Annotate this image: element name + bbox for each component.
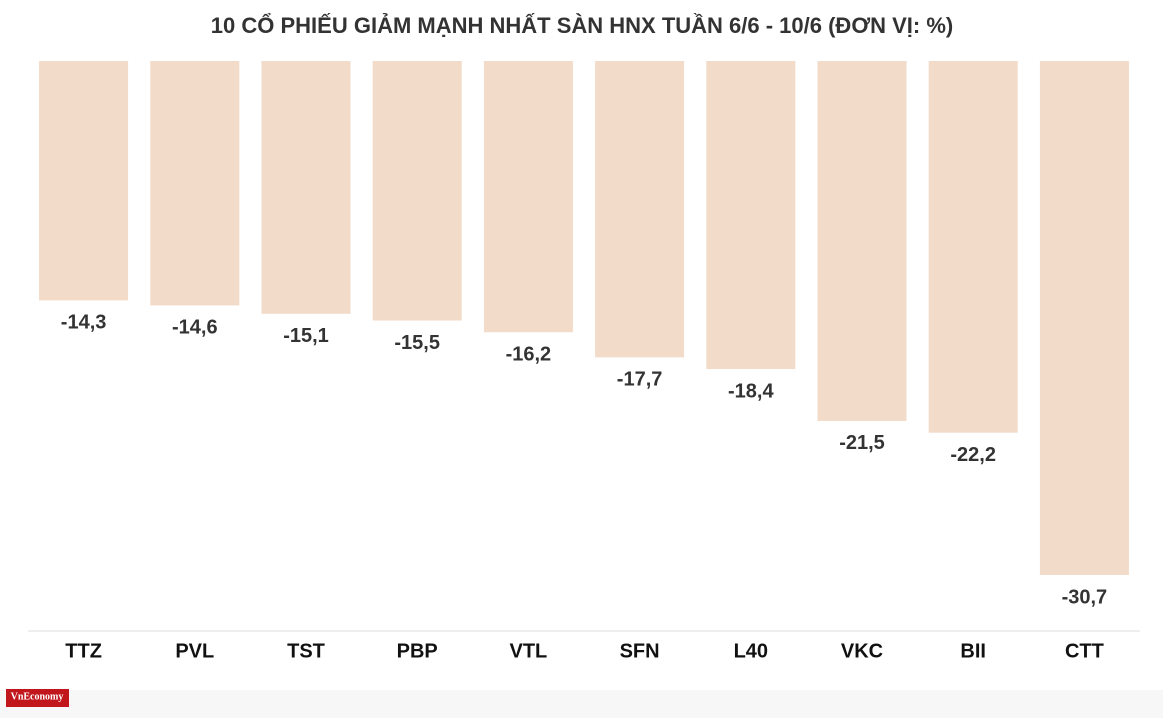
value-label: -15,5 (394, 332, 440, 354)
value-label: -14,3 (61, 312, 107, 334)
x-tick-label: VKC (841, 640, 883, 662)
x-tick-label: TST (287, 640, 325, 662)
bar (483, 61, 573, 333)
value-label: -21,5 (839, 432, 885, 454)
x-tick-label: BII (960, 640, 986, 662)
x-tick-label: PVL (175, 640, 214, 662)
bar (150, 61, 240, 306)
bar (1039, 61, 1129, 575)
x-tick-label: L40 (734, 640, 768, 662)
value-label: -16,2 (506, 344, 552, 366)
logo-box (6, 689, 69, 707)
chart-title: 10 CỔ PHIẾU GIẢM MẠNH NHẤT SÀN HNX TUẦN … (211, 13, 953, 38)
x-tick-label: TTZ (65, 640, 102, 662)
value-label: -18,4 (728, 380, 774, 402)
x-tick-label: SFN (620, 640, 660, 662)
x-tick-label: VTL (510, 640, 548, 662)
bar (706, 61, 796, 370)
bar (928, 61, 1018, 433)
bar (595, 61, 685, 358)
footer-band (0, 690, 1163, 718)
bar (261, 61, 351, 314)
value-label: -17,7 (617, 369, 663, 391)
value-label: -22,2 (950, 444, 996, 466)
value-label: -30,7 (1062, 586, 1108, 608)
bar (372, 61, 462, 321)
value-label: -14,6 (172, 317, 218, 339)
x-tick-label: CTT (1065, 640, 1104, 662)
bar (39, 61, 129, 301)
x-tick-label: PBP (397, 640, 438, 662)
bar (817, 61, 907, 421)
value-label: -15,1 (283, 325, 329, 347)
logo: VnEconomy (11, 691, 64, 702)
